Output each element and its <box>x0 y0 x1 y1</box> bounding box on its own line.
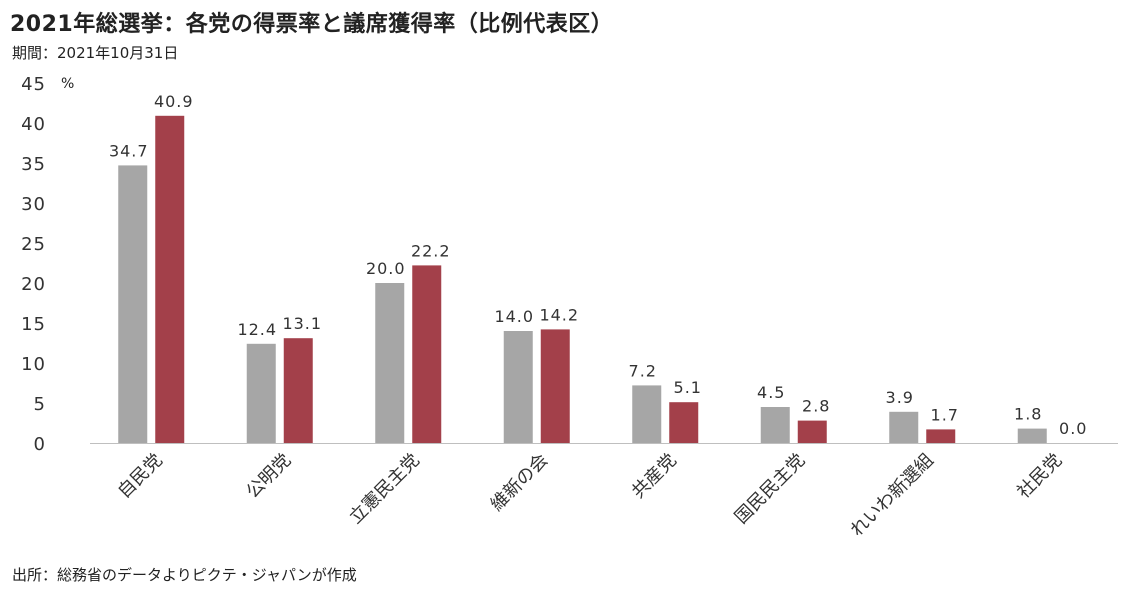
seat-share-data-label: 5.1 <box>674 378 702 397</box>
vote-share-data-label: 4.5 <box>757 383 785 402</box>
y-tick-label: 40 <box>21 114 46 135</box>
vote-share-data-label: 12.4 <box>237 320 277 339</box>
source-note: 出所：総務省のデータよりピクテ・ジャパンが作成 <box>12 566 357 584</box>
seat-share-bar <box>412 265 442 443</box>
vote-share-data-label: 3.9 <box>886 388 914 407</box>
x-category-label: 公明党 <box>242 450 295 503</box>
x-category-label: 自民党 <box>114 450 167 503</box>
chart-subtitle: 期間：2021年10月31日 <box>12 44 179 62</box>
y-tick-label: 30 <box>21 194 46 215</box>
seat-share-bar <box>669 402 699 443</box>
data-labels: 34.7 40.9 12.4 13.1 20.0 22.2 14.0 14.2 7.2 5.1 4.… <box>109 92 1087 438</box>
y-tick-label: 25 <box>21 234 46 255</box>
seat-share-bar <box>797 420 827 443</box>
seat-share-data-label: 0.0 <box>1059 419 1087 438</box>
vote-share-data-label: 14.0 <box>494 307 534 326</box>
vote-share-bar <box>889 411 919 443</box>
seat-share-bar <box>540 329 570 443</box>
x-axis-labels: 自民党 公明党 立憲民主党 維新の会 共産党 国民民主党 れいわ新選組 社民党 <box>114 449 1067 541</box>
vote-share-bar <box>246 343 276 443</box>
y-tick-label: 15 <box>21 314 46 335</box>
vote-share-bar <box>632 385 662 443</box>
x-category-label: 社民党 <box>1013 450 1066 503</box>
seat-share-data-label: 2.8 <box>802 397 830 416</box>
seat-share-data-label: 22.2 <box>411 241 451 260</box>
y-axis-unit: % <box>61 76 75 92</box>
vote-share-data-label: 34.7 <box>109 141 149 160</box>
seat-share-bar <box>155 115 185 444</box>
y-tick-label: 45 <box>21 74 46 95</box>
vote-share-bar <box>1017 428 1047 443</box>
y-tick-label: 0 <box>34 434 46 455</box>
chart-title: 2021年総選挙：各党の得票率と議席獲得率（比例代表区） <box>10 12 614 37</box>
vote-share-bar <box>760 407 790 443</box>
y-tick-label: 20 <box>21 274 46 295</box>
seat-share-bar <box>283 338 313 443</box>
vote-share-data-label: 20.0 <box>366 259 406 278</box>
y-tick-label: 10 <box>21 354 46 375</box>
x-category-label: 立憲民主党 <box>345 449 424 528</box>
seat-share-data-label: 40.9 <box>154 92 194 111</box>
x-category-label: 共産党 <box>628 450 681 503</box>
seat-share-data-label: 14.2 <box>539 305 579 324</box>
x-category-label: 国民民主党 <box>731 450 809 528</box>
vote-share-bar <box>118 165 148 443</box>
x-category-label: 維新の会 <box>487 450 553 516</box>
x-category-label: れいわ新選組 <box>847 450 938 541</box>
y-tick-label: 5 <box>34 394 46 415</box>
y-axis-ticks: 0 5 10 15 20 25 30 35 40 45 <box>21 74 46 455</box>
seat-share-data-label: 1.7 <box>931 405 959 424</box>
vote-share-data-label: 1.8 <box>1014 405 1042 424</box>
vote-share-bar <box>503 331 533 443</box>
bars <box>118 115 1047 444</box>
y-tick-label: 35 <box>21 154 46 175</box>
seat-share-data-label: 13.1 <box>282 314 322 333</box>
vote-share-bar <box>375 283 405 443</box>
vote-share-data-label: 7.2 <box>629 361 657 380</box>
seat-share-bar <box>926 429 956 443</box>
